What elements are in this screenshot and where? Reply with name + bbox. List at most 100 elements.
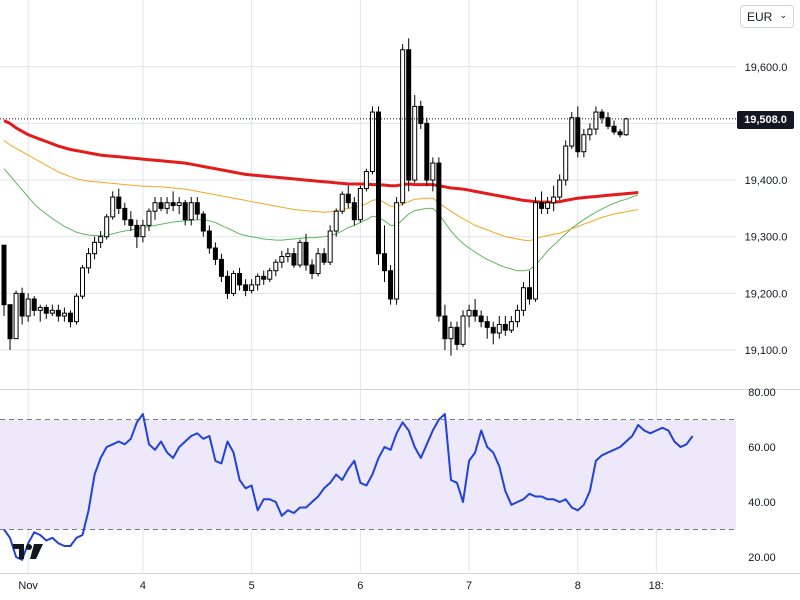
candle — [140, 219, 146, 243]
x-tick-label: 4 — [140, 580, 146, 592]
rsi-band-fill — [0, 419, 736, 530]
candle — [454, 321, 460, 350]
candle-body-up — [533, 202, 539, 300]
candle-body-up — [279, 256, 285, 263]
candle — [478, 310, 484, 328]
candle-body-up — [496, 324, 502, 334]
candle-body-up — [98, 236, 104, 243]
candle — [599, 109, 605, 124]
candle-body-down — [382, 253, 388, 272]
x-tick-label: 8 — [575, 580, 581, 592]
candle-body-up — [315, 253, 321, 275]
candle — [194, 197, 200, 220]
candle — [182, 199, 188, 226]
ma-mid-line — [3, 139, 639, 242]
candle — [67, 310, 73, 328]
candle — [134, 219, 140, 249]
candle-body-down — [345, 193, 351, 204]
candle-body-up — [273, 261, 279, 272]
price-tick-label: 19,600.0 — [745, 62, 788, 74]
candle — [128, 211, 134, 232]
x-tick-label: 5 — [249, 580, 255, 592]
candle — [442, 304, 448, 350]
candle-body-down — [309, 264, 315, 275]
candle-body-up — [520, 287, 526, 311]
candle — [508, 316, 514, 334]
candle-body-up — [551, 196, 557, 204]
candle-body-up — [466, 309, 472, 317]
candle-body-down — [218, 258, 224, 277]
candle-body-down — [116, 196, 122, 209]
candle-body-down — [31, 298, 37, 311]
candle-body-down — [599, 111, 605, 119]
candle — [86, 248, 92, 274]
candle — [315, 248, 321, 277]
ma-short-line — [3, 168, 639, 272]
tradingview-logo-icon[interactable] — [12, 541, 44, 561]
candle — [92, 236, 98, 260]
candle — [188, 197, 194, 226]
candle-body-up — [430, 162, 436, 181]
candle-body-down — [478, 315, 484, 323]
candle-body-up — [339, 193, 345, 212]
candle-body-down — [128, 219, 134, 226]
candle — [617, 129, 623, 138]
candle — [321, 248, 327, 266]
candle — [273, 259, 279, 277]
candle — [43, 304, 49, 319]
candle-body-down — [454, 326, 460, 345]
candle — [104, 214, 110, 240]
candle — [116, 188, 122, 215]
candle — [7, 304, 13, 350]
candle — [37, 304, 43, 322]
candle-body-up — [110, 196, 116, 218]
candle — [472, 299, 478, 322]
candle — [152, 197, 158, 220]
candle-body-down — [472, 309, 478, 317]
rsi-band — [0, 419, 736, 530]
candle-body-up — [581, 134, 587, 153]
candle-body-down — [484, 321, 490, 328]
rsi-tick-label: 40.00 — [748, 497, 776, 509]
candle-body-up — [49, 309, 55, 314]
candle-body-up — [400, 49, 406, 204]
candle-body-down — [206, 230, 212, 249]
currency-select[interactable]: EUR ⌄ — [740, 5, 794, 28]
candle-body-up — [152, 202, 158, 212]
candle — [484, 316, 490, 339]
candle-body-down — [617, 131, 623, 136]
candle — [231, 270, 237, 297]
candle-body-up — [412, 105, 418, 181]
price-tick-label: 19,300.0 — [745, 232, 788, 244]
candle-body-up — [104, 216, 110, 238]
candle-body-up — [514, 309, 520, 323]
candle — [333, 208, 339, 237]
candle-body-down — [375, 111, 381, 255]
candle-body-up — [140, 224, 146, 238]
candle — [369, 106, 375, 175]
candle — [526, 270, 532, 305]
candle — [514, 304, 520, 328]
candle-body-down — [55, 309, 61, 317]
candle — [593, 106, 599, 135]
candle — [158, 197, 164, 212]
candle — [200, 211, 206, 237]
candle-body-down — [194, 202, 200, 215]
candle-body-down — [424, 122, 430, 181]
candle — [212, 242, 218, 266]
candle-body-down — [224, 275, 230, 294]
candle-body-down — [575, 117, 581, 153]
candle-body-up — [333, 210, 339, 232]
candle-body-up — [92, 241, 98, 255]
candle-body-down — [237, 273, 243, 286]
candle-body-down — [19, 292, 25, 317]
candle — [218, 253, 224, 283]
axes: Nov 4 5 6 7 8 18: 19,100.0 19,200.0 19,300.0 19,40… — [18, 62, 787, 592]
price-tick-label: 19,200.0 — [745, 288, 788, 300]
candle-body-up — [285, 253, 291, 258]
candle — [430, 157, 436, 192]
candle — [569, 112, 575, 149]
candle — [206, 225, 212, 254]
candle — [539, 191, 545, 215]
candle-body-down — [158, 202, 164, 209]
